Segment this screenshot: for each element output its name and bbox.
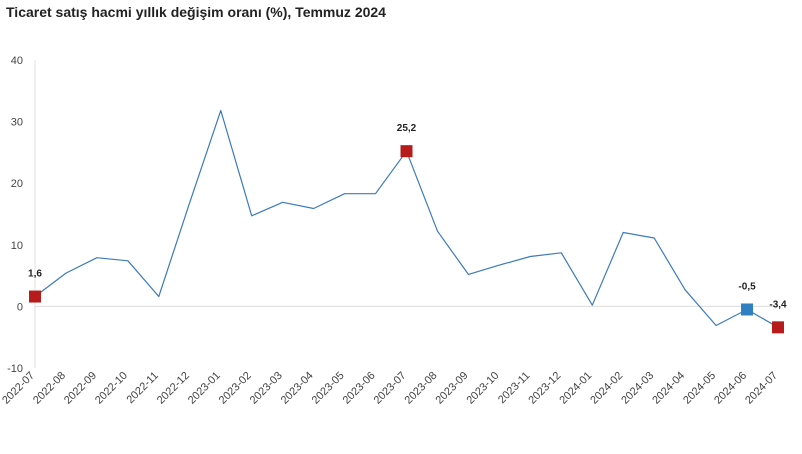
x-tick-label: 2022-07 (0, 370, 37, 407)
x-tick-label: 2023-04 (279, 370, 316, 407)
x-tick-label: 2023-06 (341, 370, 378, 407)
x-tick-label: 2023-09 (434, 370, 471, 407)
data-label: -0,5 (738, 281, 756, 292)
x-tick-label: 2024-02 (588, 370, 625, 407)
data-point-marker (29, 290, 41, 303)
x-tick-label: 2023-02 (217, 370, 254, 407)
x-tick-label: 2024-07 (743, 370, 780, 407)
x-tick-label: 2022-08 (31, 370, 68, 407)
data-point-marker (741, 303, 754, 316)
y-tick-label: 20 (11, 178, 23, 190)
x-tick-label: 2023-01 (186, 370, 223, 407)
x-tick-label: 2023-11 (496, 370, 532, 406)
x-tick-label: 2023-10 (464, 370, 501, 407)
y-tick-label: 30 (11, 117, 23, 129)
x-tick-label: 2024-06 (712, 370, 749, 407)
series-line (34, 109, 779, 328)
x-tick-label: 2024-01 (557, 370, 594, 407)
x-tick-label: 2023-07 (372, 370, 409, 407)
data-label: 25,2 (397, 123, 417, 134)
x-tick-label: 2023-08 (403, 370, 440, 407)
x-tick-label: 2023-05 (310, 370, 347, 407)
y-tick-label: 40 (11, 55, 23, 67)
data-point-marker (400, 145, 413, 158)
chart-title: Ticaret satış hacmi yıllık değişim oranı… (6, 4, 386, 20)
x-tick-label: 2023-12 (526, 370, 563, 407)
x-tick-label: 2022-09 (62, 370, 99, 407)
x-tick-label: 2023-03 (248, 370, 285, 407)
x-tick-label: 2022-12 (155, 370, 192, 407)
x-tick-label: 2024-04 (650, 370, 687, 407)
y-tick-label: -10 (7, 363, 23, 375)
x-tick-label: 2024-05 (681, 370, 718, 407)
x-tick-label: 2022-10 (93, 370, 130, 407)
data-point-marker (772, 321, 784, 334)
data-label: 1,6 (28, 269, 42, 280)
y-tick-label: 10 (11, 240, 23, 252)
x-tick-label: 2024-03 (619, 370, 656, 407)
data-label: -3,4 (769, 299, 787, 310)
x-tick-label: 2022-11 (124, 370, 160, 406)
y-tick-label: 0 (17, 301, 23, 313)
